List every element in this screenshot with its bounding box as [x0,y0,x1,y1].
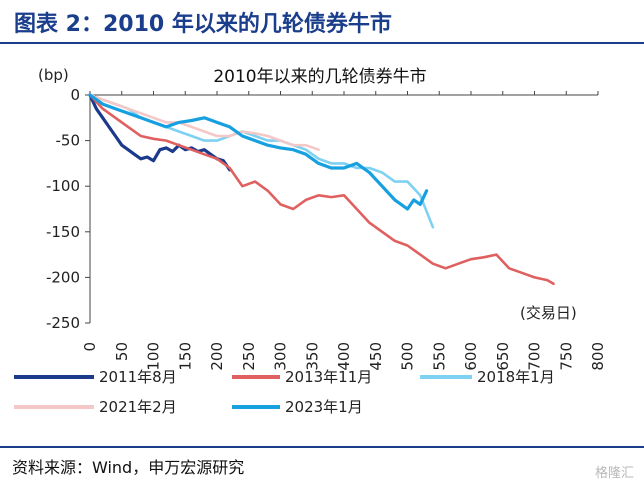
x-tick-label: 500 [399,342,417,371]
x-tick-label: 100 [145,342,163,371]
y-axis-label: (bp) [38,66,69,84]
series-line [88,93,555,286]
x-tick-label: 50 [113,342,131,361]
y-tick-label: -200 [46,268,80,286]
x-tick-label: 300 [272,342,290,371]
x-tick-label: 750 [557,342,575,371]
x-tick-label: 600 [462,342,480,371]
source-note: 资料来源：Wind，申万宏源研究 [12,458,245,477]
chart-title: 2010年以来的几轮债券牛市 [213,67,426,87]
x-tick-label: 150 [176,342,194,371]
x-tick-label: 0 [81,342,99,352]
legend-label: 2018年1月 [477,368,555,386]
x-tick-label: 200 [208,342,226,371]
x-axis-label: (交易日) [520,304,577,322]
x-tick-label: 400 [335,342,353,371]
y-tick-label: -150 [46,223,80,241]
y-tick-label: 0 [70,86,80,104]
legend-label: 2013年11月 [285,368,372,386]
series-line [88,93,232,172]
x-tick-label: 800 [589,342,607,371]
legend-label: 2023年1月 [285,398,363,416]
x-tick-label: 700 [526,342,544,371]
y-tick-label: -50 [56,132,81,150]
series-line [88,93,435,229]
series-line [88,93,429,211]
y-tick-label: -250 [46,314,80,332]
x-tick-label: 250 [240,342,258,371]
header-divider [0,42,644,44]
y-tick-label: -100 [46,177,80,195]
figure-header: 图表 2：2010 年以来的几轮债券牛市 [0,0,644,46]
legend-label: 2021年2月 [99,398,177,416]
x-tick-label: 450 [367,342,385,371]
legend-label: 2011年8月 [99,368,177,386]
series-line [88,93,320,151]
figure-title: 图表 2：2010 年以来的几轮债券牛市 [14,12,392,37]
x-tick-label: 350 [303,342,321,371]
watermark-logo: 格隆汇 [594,466,634,481]
source-divider [0,446,644,448]
x-tick-label: 550 [430,342,448,371]
x-tick-label: 650 [494,342,512,371]
